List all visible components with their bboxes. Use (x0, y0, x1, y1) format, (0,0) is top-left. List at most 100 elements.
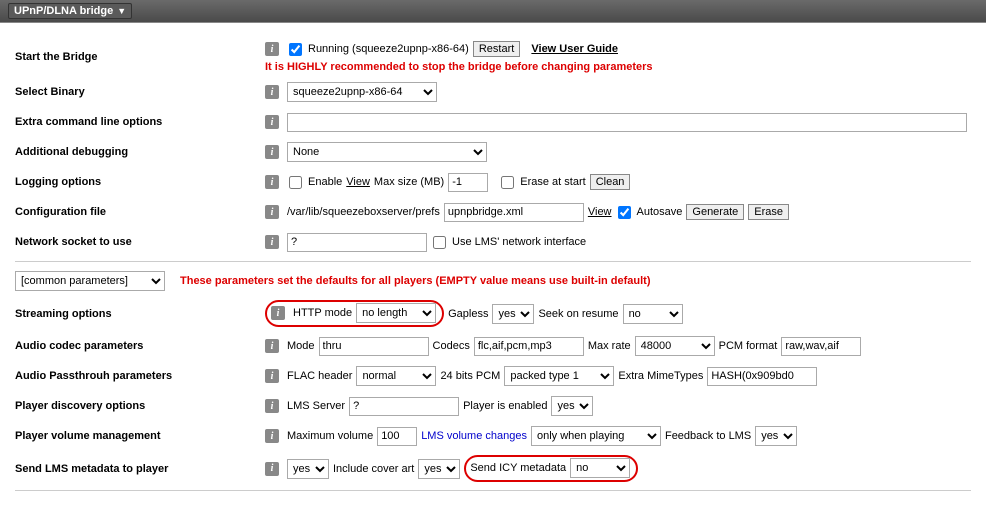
label-extra-cmd: Extra command line options (15, 116, 265, 128)
lms-volume-changes-link[interactable]: LMS volume changes (421, 430, 527, 442)
gapless-select[interactable]: yes (492, 304, 534, 324)
generate-button[interactable]: Generate (686, 204, 744, 220)
row-volume: Player volume management i Maximum volum… (15, 425, 971, 447)
row-config: Configuration file i /var/lib/squeezebox… (15, 201, 971, 223)
seek-select[interactable]: no (623, 304, 683, 324)
icy-select[interactable]: no (570, 458, 630, 478)
view-user-guide-link[interactable]: View User Guide (531, 43, 618, 55)
row-extra-cmd: Extra command line options i (15, 111, 971, 133)
label-start-bridge: Start the Bridge (15, 51, 265, 63)
player-enabled-label: Player is enabled (463, 400, 547, 412)
binary-select[interactable]: squeeze2upnp-x86-64 (287, 82, 437, 102)
feedback-select[interactable]: yes (755, 426, 797, 446)
chevron-down-icon: ▼ (117, 6, 126, 16)
label-config: Configuration file (15, 206, 265, 218)
socket-input[interactable] (287, 233, 427, 252)
logging-maxsize-label: Max size (MB) (374, 176, 444, 188)
highlight-http-mode: i HTTP mode no length (265, 300, 444, 327)
row-passthrough: Audio Passthrouh parameters i FLAC heade… (15, 365, 971, 387)
maxrate-select[interactable]: 48000 (635, 336, 715, 356)
logging-enable-checkbox[interactable] (289, 176, 302, 189)
separator-bottom (15, 490, 971, 491)
http-mode-select[interactable]: no length (356, 303, 436, 323)
info-icon[interactable]: i (265, 339, 279, 353)
seek-label: Seek on resume (538, 308, 618, 320)
mode-input[interactable] (319, 337, 429, 356)
erase-button[interactable]: Erase (748, 204, 789, 220)
info-icon[interactable]: i (265, 399, 279, 413)
running-text: Running (squeeze2upnp-x86-64) (308, 43, 469, 55)
logging-maxsize-input[interactable] (448, 173, 488, 192)
label-streaming: Streaming options (15, 308, 265, 320)
bits-select[interactable]: packed type 1 (504, 366, 614, 386)
label-passthrough: Audio Passthrouh parameters (15, 370, 265, 382)
maxrate-label: Max rate (588, 340, 631, 352)
pcmfmt-label: PCM format (719, 340, 778, 352)
max-vol-input[interactable] (377, 427, 417, 446)
lms-server-input[interactable] (349, 397, 459, 416)
info-icon[interactable]: i (271, 306, 285, 320)
page-title: UPnP/DLNA bridge (14, 5, 113, 17)
warning-text: It is HIGHLY recommended to stop the bri… (265, 61, 653, 73)
config-file-input[interactable] (444, 203, 584, 222)
cover-art-label: Include cover art (333, 463, 414, 475)
info-icon[interactable]: i (265, 42, 279, 56)
info-icon[interactable]: i (265, 369, 279, 383)
page-title-dropdown[interactable]: UPnP/DLNA bridge ▼ (8, 3, 132, 19)
feedback-label: Feedback to LMS (665, 430, 751, 442)
uselms-checkbox[interactable] (433, 236, 446, 249)
autosave-checkbox[interactable] (618, 206, 631, 219)
logging-enable-label: Enable (308, 176, 342, 188)
label-debugging: Additional debugging (15, 146, 265, 158)
pcmfmt-input[interactable] (781, 337, 861, 356)
icy-label: Send ICY metadata (470, 462, 566, 474)
gapless-label: Gapless (448, 308, 488, 320)
lms-server-label: LMS Server (287, 400, 345, 412)
send-metadata-select[interactable]: yes (287, 459, 329, 479)
extra-cmd-input[interactable] (287, 113, 967, 132)
header-bar: UPnP/DLNA bridge ▼ (0, 0, 986, 23)
clean-button[interactable]: Clean (590, 174, 631, 190)
logging-view-link[interactable]: View (346, 176, 370, 188)
info-icon[interactable]: i (265, 235, 279, 249)
info-icon[interactable]: i (265, 85, 279, 99)
label-metadata: Send LMS metadata to player (15, 463, 265, 475)
logging-erase-checkbox[interactable] (501, 176, 514, 189)
row-logging: Logging options i Enable View Max size (… (15, 171, 971, 193)
cover-art-select[interactable]: yes (418, 459, 460, 479)
info-icon[interactable]: i (265, 462, 279, 476)
config-view-link[interactable]: View (588, 206, 612, 218)
row-start-bridge: Start the Bridge i Running (squeeze2upnp… (15, 41, 971, 73)
mode-label: Mode (287, 340, 315, 352)
separator (15, 261, 971, 262)
content: Start the Bridge i Running (squeeze2upnp… (0, 23, 986, 509)
autosave-label: Autosave (637, 206, 683, 218)
info-icon[interactable]: i (265, 205, 279, 219)
info-icon[interactable]: i (265, 115, 279, 129)
restart-button[interactable]: Restart (473, 41, 520, 57)
mime-input[interactable] (707, 367, 817, 386)
running-checkbox[interactable] (289, 43, 302, 56)
label-socket: Network socket to use (15, 236, 265, 248)
highlight-icy-metadata: Send ICY metadata no (464, 455, 638, 482)
row-select-binary: Select Binary i squeeze2upnp-x86-64 (15, 81, 971, 103)
bits-label: 24 bits PCM (440, 370, 500, 382)
uselms-label: Use LMS' network interface (452, 236, 586, 248)
codecs-input[interactable] (474, 337, 584, 356)
row-common-select: [common parameters] These parameters set… (15, 270, 971, 292)
debugging-select[interactable]: None (287, 142, 487, 162)
row-discovery: Player discovery options i LMS Server Pl… (15, 395, 971, 417)
info-icon[interactable]: i (265, 429, 279, 443)
label-discovery: Player discovery options (15, 400, 265, 412)
label-audio-codec: Audio codec parameters (15, 340, 265, 352)
common-parameters-select[interactable]: [common parameters] (15, 271, 165, 291)
player-enabled-select[interactable]: yes (551, 396, 593, 416)
mime-label: Extra MimeTypes (618, 370, 703, 382)
row-socket: Network socket to use i Use LMS' network… (15, 231, 971, 253)
flac-select[interactable]: normal (356, 366, 436, 386)
volume-changes-select[interactable]: only when playing (531, 426, 661, 446)
codecs-label: Codecs (433, 340, 470, 352)
row-metadata: Send LMS metadata to player i yes Includ… (15, 455, 971, 482)
info-icon[interactable]: i (265, 175, 279, 189)
info-icon[interactable]: i (265, 145, 279, 159)
